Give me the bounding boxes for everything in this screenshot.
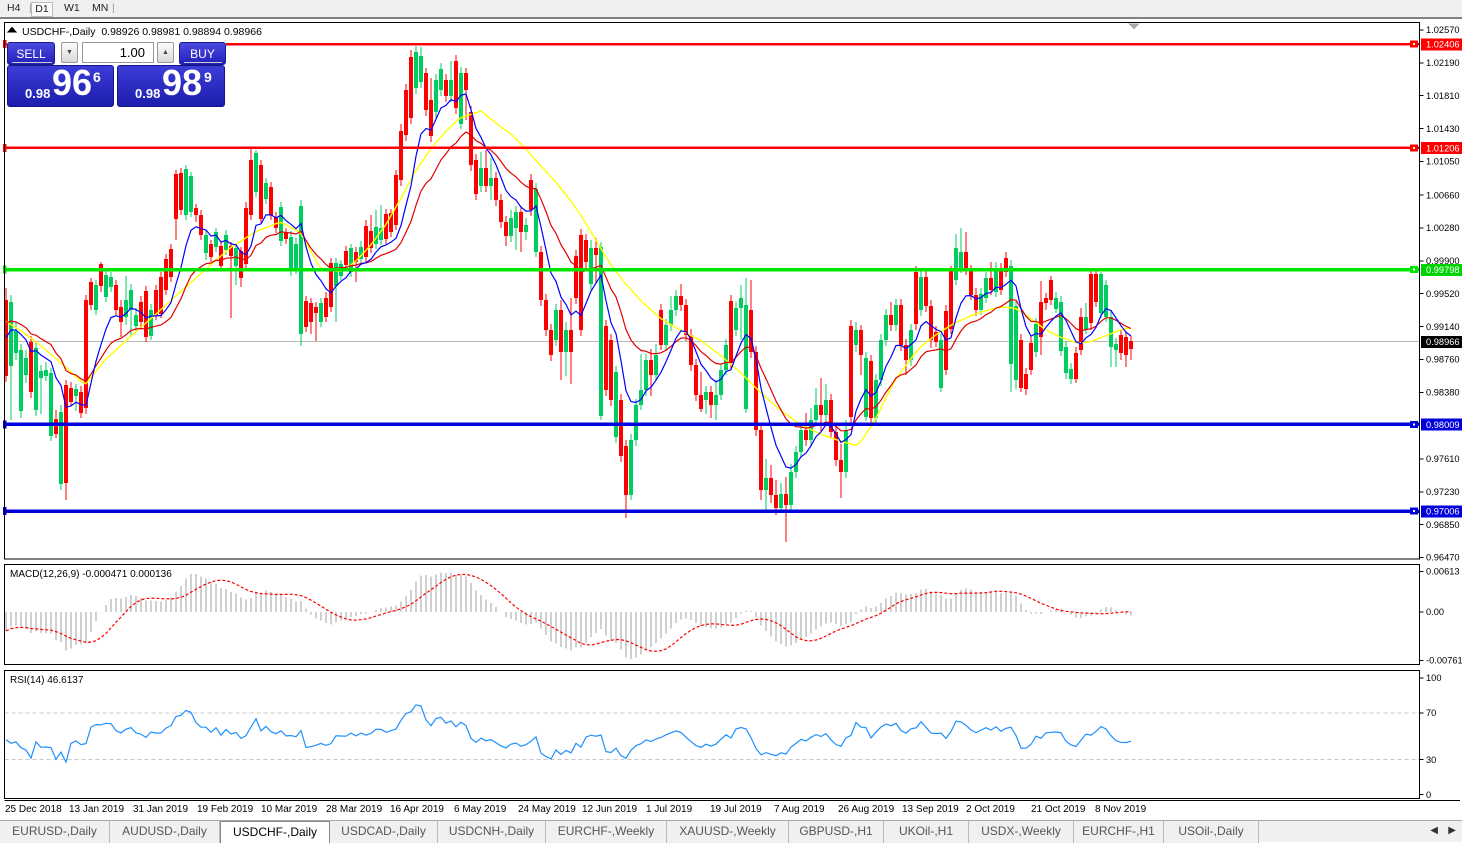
svg-text:0.96850: 0.96850 <box>1426 520 1460 530</box>
svg-text:31 Jan 2019: 31 Jan 2019 <box>133 804 188 815</box>
svg-text:70: 70 <box>1426 708 1436 718</box>
svg-text:1 Jul 2019: 1 Jul 2019 <box>646 804 693 815</box>
svg-text:1.00660: 1.00660 <box>1426 190 1460 200</box>
svg-text:0.96470: 0.96470 <box>1426 553 1460 563</box>
svg-text:0.98760: 0.98760 <box>1426 355 1460 365</box>
svg-text:13 Jan 2019: 13 Jan 2019 <box>69 804 124 815</box>
svg-text:0.98009: 0.98009 <box>1426 420 1460 430</box>
svg-text:1.00280: 1.00280 <box>1426 223 1460 233</box>
svg-text:1.02570: 1.02570 <box>1426 25 1460 35</box>
svg-text:28 Mar 2019: 28 Mar 2019 <box>326 804 383 815</box>
svg-text:0.00613: 0.00613 <box>1426 567 1460 577</box>
svg-text:6 May 2019: 6 May 2019 <box>454 804 507 815</box>
svg-text:0.98966: 0.98966 <box>1426 337 1460 347</box>
svg-text:16 Apr 2019: 16 Apr 2019 <box>390 804 444 815</box>
svg-text:0.00: 0.00 <box>1426 607 1444 617</box>
svg-text:21 Oct 2019: 21 Oct 2019 <box>1031 804 1086 815</box>
svg-text:MACD(12,26,9) -0.000471 0.0001: MACD(12,26,9) -0.000471 0.000136 <box>10 569 172 580</box>
svg-text:1.01430: 1.01430 <box>1426 124 1460 134</box>
svg-text:0.97006: 0.97006 <box>1426 507 1460 517</box>
svg-text:0.98380: 0.98380 <box>1426 388 1460 398</box>
svg-text:0.99140: 0.99140 <box>1426 322 1460 332</box>
svg-text:1.01206: 1.01206 <box>1426 143 1460 153</box>
svg-text:0.99900: 0.99900 <box>1426 256 1460 266</box>
svg-text:2 Oct 2019: 2 Oct 2019 <box>966 804 1015 815</box>
svg-text:0.99520: 0.99520 <box>1426 289 1460 299</box>
svg-text:0.99798: 0.99798 <box>1426 265 1460 275</box>
svg-text:24 May 2019: 24 May 2019 <box>518 804 576 815</box>
svg-text:8 Nov 2019: 8 Nov 2019 <box>1095 804 1147 815</box>
svg-text:26 Aug 2019: 26 Aug 2019 <box>838 804 895 815</box>
svg-text:0.97230: 0.97230 <box>1426 487 1460 497</box>
svg-text:1.01050: 1.01050 <box>1426 157 1460 167</box>
svg-text:-0.007612: -0.007612 <box>1426 656 1462 666</box>
svg-text:12 Jun 2019: 12 Jun 2019 <box>582 804 637 815</box>
svg-text:1.02406: 1.02406 <box>1426 40 1460 50</box>
svg-text:1.01810: 1.01810 <box>1426 91 1460 101</box>
svg-text:10 Mar 2019: 10 Mar 2019 <box>261 804 318 815</box>
svg-text:0.97610: 0.97610 <box>1426 454 1460 464</box>
svg-text:30: 30 <box>1426 755 1436 765</box>
svg-text:7 Aug 2019: 7 Aug 2019 <box>774 804 825 815</box>
svg-text:RSI(14) 46.6137: RSI(14) 46.6137 <box>10 675 84 686</box>
svg-text:USDCHF-,Daily 0.98926 0.98981: USDCHF-,Daily 0.98926 0.98981 0.98894 0.… <box>22 26 262 38</box>
svg-text:1.02190: 1.02190 <box>1426 58 1460 68</box>
svg-text:13 Sep 2019: 13 Sep 2019 <box>902 804 959 815</box>
svg-text:0: 0 <box>1426 790 1431 800</box>
svg-text:25 Dec 2018: 25 Dec 2018 <box>5 804 62 815</box>
svg-text:19 Feb 2019: 19 Feb 2019 <box>197 804 254 815</box>
svg-text:19 Jul 2019: 19 Jul 2019 <box>710 804 762 815</box>
svg-text:100: 100 <box>1426 673 1442 683</box>
